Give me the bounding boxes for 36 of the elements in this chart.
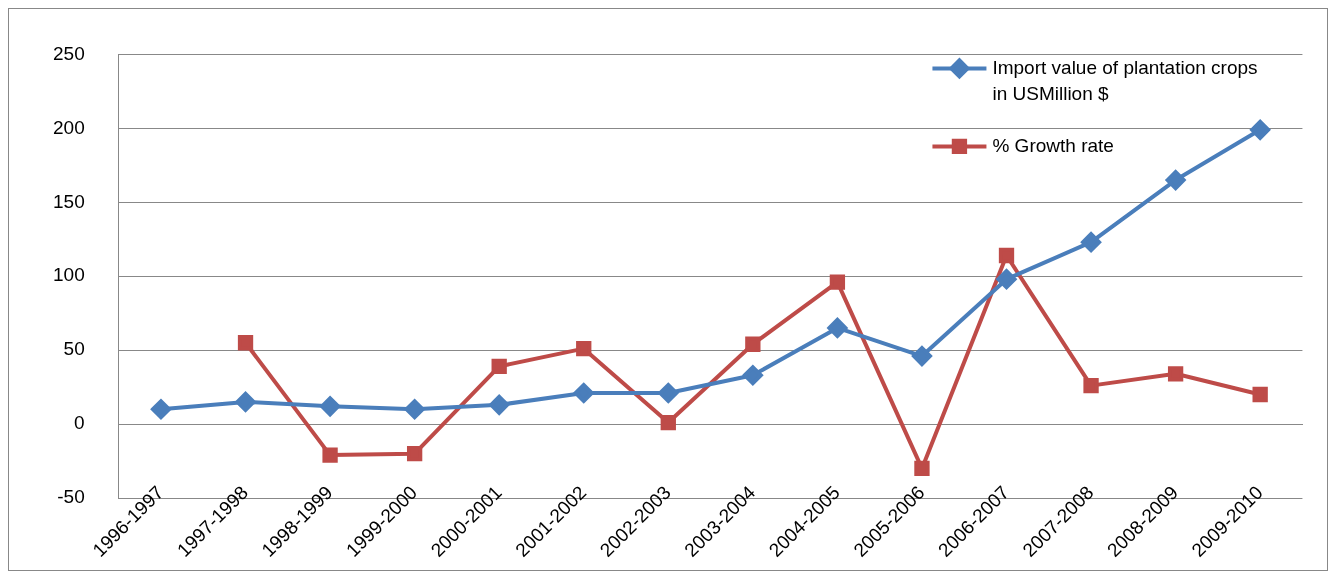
point <box>489 394 510 415</box>
point <box>829 274 846 290</box>
point <box>237 335 254 351</box>
point <box>573 383 594 404</box>
point <box>404 399 425 420</box>
point <box>491 358 507 375</box>
point <box>911 346 932 367</box>
point <box>745 336 761 352</box>
point <box>576 341 592 357</box>
y-tick-label: 150 <box>53 190 85 212</box>
y-tick-label: 50 <box>63 338 85 360</box>
y-tick-label: 0 <box>74 412 85 434</box>
point <box>1167 366 1184 382</box>
point <box>1083 377 1099 394</box>
point <box>827 317 848 338</box>
point <box>660 414 676 431</box>
point <box>320 396 341 417</box>
point <box>322 447 338 463</box>
point <box>150 399 171 420</box>
legend-label: % Growth rate <box>992 134 1114 156</box>
y-tick-label: 250 <box>53 42 85 64</box>
y-tick-label: 200 <box>53 116 85 138</box>
point <box>996 269 1017 290</box>
point <box>406 445 423 462</box>
y-tick-label: 100 <box>53 264 85 286</box>
point <box>742 365 763 386</box>
point <box>914 460 930 477</box>
y-tick-label: -50 <box>57 486 85 508</box>
legend-label: Import value of plantation crops in USMillion $ <box>992 56 1258 104</box>
point <box>998 247 1015 264</box>
point <box>658 383 679 404</box>
point <box>1165 170 1186 191</box>
point <box>235 391 256 412</box>
point <box>1081 232 1102 253</box>
point <box>1250 119 1271 140</box>
point <box>1252 386 1268 403</box>
